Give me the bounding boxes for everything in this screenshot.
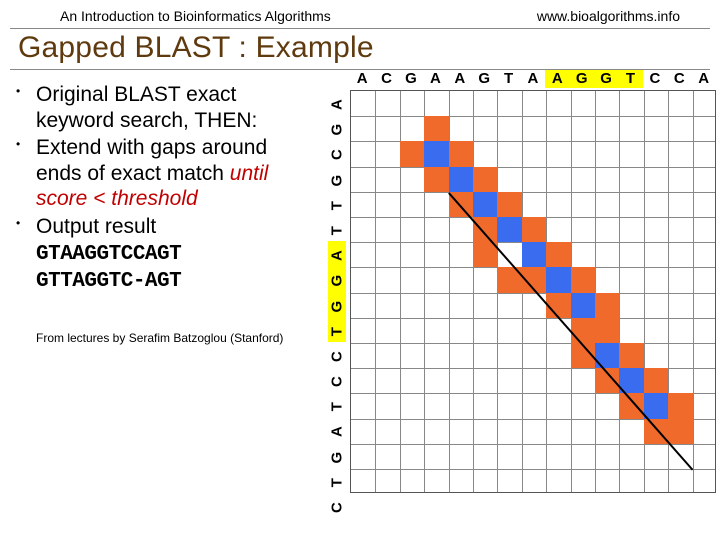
grid-cell [546,267,570,292]
row-label: C [324,146,349,164]
col-label: A [448,70,472,87]
grid-cell [400,141,424,166]
header-right: www.bioalgorithms.info [537,8,680,24]
col-label: T [496,70,520,87]
col-label: C [374,70,398,87]
grid-cell [595,293,619,318]
col-label: A [691,70,715,87]
grid-cell [424,167,448,192]
col-label: C [667,70,691,87]
col-label: G [716,70,720,87]
col-label: G [472,70,496,87]
grid-cell [595,318,619,343]
grid-cell [522,242,546,267]
grid-cell [644,368,668,393]
grid-cell [473,192,497,217]
row-label: T [324,196,349,214]
row-label: T [324,473,349,491]
alignment-grid: ACGAAGTAAGGTCCAGT CTGATCCTGGATTGCGA [312,70,712,498]
col-label: A [423,70,447,87]
row-labels: CTGATCCTGGATTGCGA [328,92,346,520]
grid-cell [668,419,692,444]
grid-cell [571,293,595,318]
grid-cell [522,217,546,242]
grid-cell [644,393,668,418]
row-label: C [324,347,349,365]
col-label: G [570,70,594,87]
page-title: Gapped BLAST : Example [0,29,720,69]
header-left: An Introduction to Bioinformatics Algori… [60,8,331,24]
row-label: T [324,398,349,416]
row-label: C [324,373,349,391]
grid-cell [473,167,497,192]
row-label: A [324,96,349,114]
col-label: C [643,70,667,87]
grid-cell [473,242,497,267]
grid-cell [668,393,692,418]
col-label: T [618,70,642,87]
row-label: G [324,297,349,315]
row-label: G [324,121,349,139]
grid-cell [619,393,643,418]
row-label: A [324,247,349,265]
col-labels: ACGAAGTAAGGTCCAGT [350,70,720,87]
credit-text: From lectures by Serafim Batzoglou (Stan… [16,331,312,345]
grid-cell [473,217,497,242]
row-label: T [324,322,349,340]
grid-cell [546,242,570,267]
bullet-list: Original BLAST exact keyword search, THE… [16,70,312,498]
list-item: Original BLAST exact keyword search, THE… [16,82,312,133]
list-item: Extend with gaps around ends of exact ma… [16,135,312,212]
grid-cell [449,167,473,192]
grid-cell [424,141,448,166]
row-label: T [324,222,349,240]
grid-cell [644,419,668,444]
row-label: G [324,448,349,466]
grid-canvas [350,90,716,493]
grid-cell [449,141,473,166]
list-item: Output result GTAAGGTCCAGT GTTAGGTC-AGT [16,214,312,295]
row-label: C [324,499,349,517]
row-label: A [324,423,349,441]
col-label: G [594,70,618,87]
row-label: G [324,171,349,189]
row-label: G [324,272,349,290]
col-label: G [399,70,423,87]
grid-cell [571,318,595,343]
grid-cell [619,343,643,368]
grid-cell [497,192,521,217]
grid-cell [571,267,595,292]
col-label: A [350,70,374,87]
col-label: A [545,70,569,87]
col-label: A [521,70,545,87]
grid-cell [424,116,448,141]
grid-cell [497,217,521,242]
